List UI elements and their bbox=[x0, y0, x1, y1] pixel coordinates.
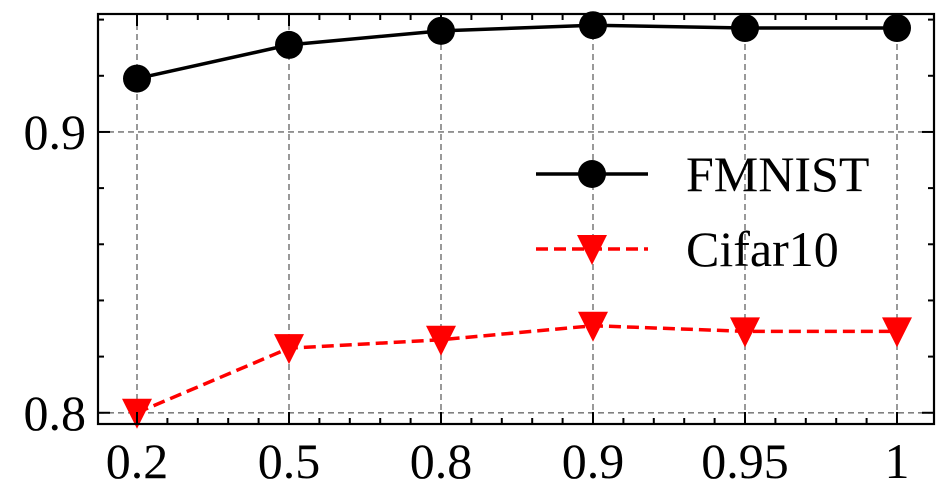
x-tick-label: 0.8 bbox=[410, 433, 473, 489]
x-tick-label: 0.5 bbox=[258, 433, 321, 489]
y-tick-label: 0.8 bbox=[24, 385, 87, 441]
legend: FMNIST Cifar10 bbox=[536, 146, 869, 277]
data-point-cifar10 bbox=[274, 334, 304, 365]
y-tick-label: 0.9 bbox=[24, 104, 87, 160]
series-line-cifar10 bbox=[136, 323, 897, 415]
data-point-fmnist bbox=[427, 16, 455, 45]
series-layer bbox=[122, 11, 912, 429]
x-tick-label: 1 bbox=[885, 433, 910, 489]
tick-marks bbox=[98, 14, 934, 424]
data-point-fmnist bbox=[275, 30, 303, 59]
series-line-fmnist bbox=[136, 23, 897, 81]
x-tick-label: 0.2 bbox=[106, 433, 169, 489]
legend-label-fmnist: FMNIST bbox=[686, 146, 869, 202]
data-point-cifar10 bbox=[578, 311, 608, 342]
tick-labels: 0.2 0.5 0.8 0.9 0.95 1 0.8 0.9 bbox=[24, 104, 910, 489]
x-tick-label: 0.9 bbox=[562, 433, 625, 489]
legend-marker-fmnist bbox=[578, 160, 606, 188]
data-point-fmnist bbox=[731, 14, 759, 43]
data-point-cifar10 bbox=[730, 317, 760, 348]
x-tick-label: 0.95 bbox=[701, 433, 789, 489]
series-cifar10 bbox=[122, 311, 912, 429]
legend-entry-cifar10: Cifar10 bbox=[536, 221, 839, 277]
data-point-cifar10 bbox=[882, 317, 912, 348]
data-point-fmnist bbox=[123, 64, 151, 93]
legend-label-cifar10: Cifar10 bbox=[686, 221, 839, 277]
series-fmnist bbox=[123, 11, 911, 93]
legend-marker-cifar10 bbox=[577, 235, 607, 265]
data-point-cifar10 bbox=[426, 325, 456, 356]
plot-frame bbox=[96, 12, 936, 426]
data-point-fmnist bbox=[883, 14, 911, 43]
grid bbox=[98, 14, 934, 424]
legend-entry-fmnist: FMNIST bbox=[536, 146, 869, 202]
